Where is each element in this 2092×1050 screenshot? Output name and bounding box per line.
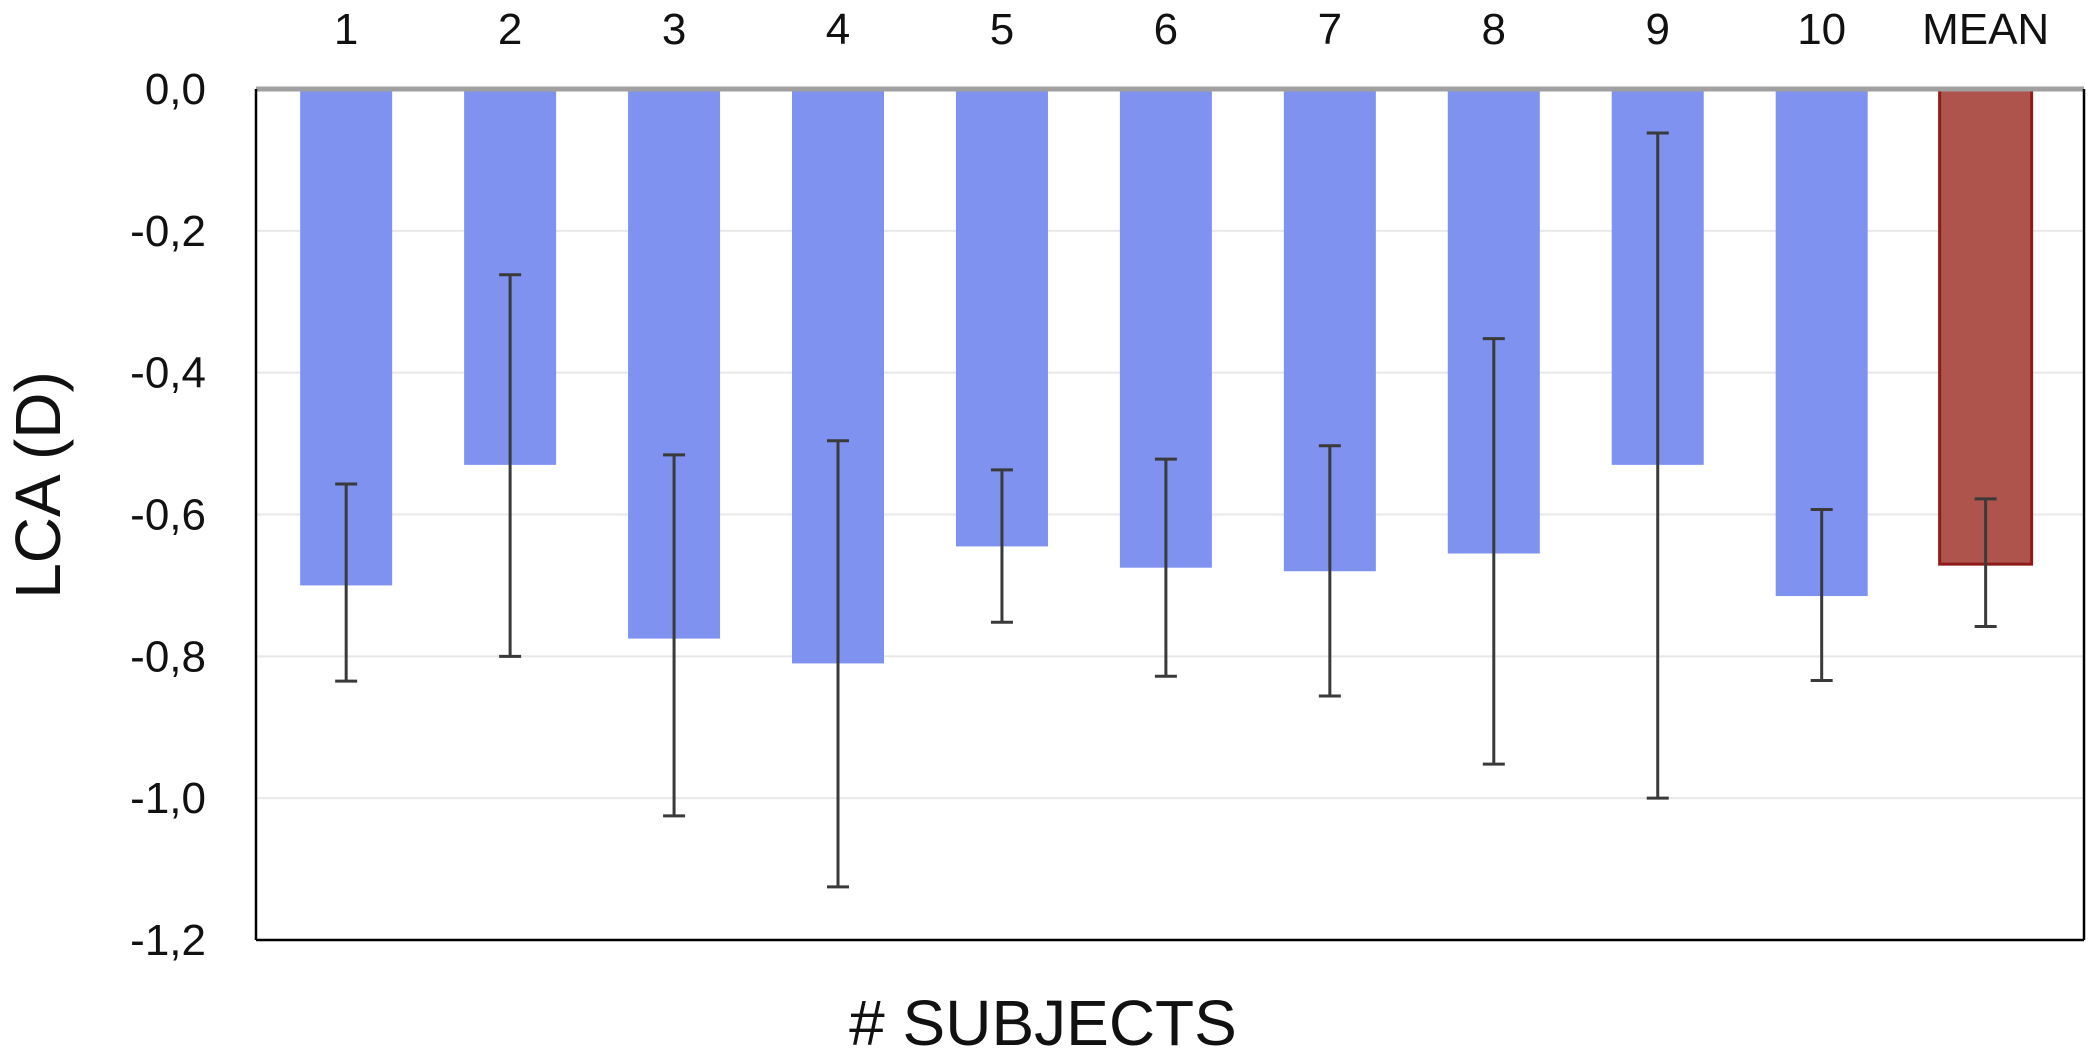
x-tick-label: 3 xyxy=(662,5,686,54)
x-tick-label: 6 xyxy=(1154,5,1178,54)
x-tick-label: MEAN xyxy=(1922,5,2049,54)
error-bar-9 xyxy=(1646,131,1669,800)
y-tick-label: -0,8 xyxy=(130,632,206,681)
y-tick-label: -0,4 xyxy=(130,349,206,398)
error-bar-7 xyxy=(1318,444,1341,698)
y-tick-label: -1,0 xyxy=(130,774,206,823)
x-tick-label: 1 xyxy=(334,5,358,54)
x-tick-label: 8 xyxy=(1482,5,1506,54)
plot-frame xyxy=(254,86,2086,942)
y-tick-label: 0,0 xyxy=(145,65,206,114)
bars xyxy=(300,87,2034,664)
y-tick-label: -0,2 xyxy=(130,207,206,256)
error-bar-8 xyxy=(1482,337,1505,766)
x-tick-label: 10 xyxy=(1797,5,1846,54)
x-tick-labels: 1 2 3 4 5 6 7 8 9 10 MEAN xyxy=(334,5,2049,54)
error-bar-1 xyxy=(335,482,358,683)
bar-mean xyxy=(1938,87,2034,566)
error-bar-MEAN xyxy=(1974,497,1997,629)
x-tick-label: 7 xyxy=(1318,5,1342,54)
y-tick-label: -0,6 xyxy=(130,491,206,540)
error-bars xyxy=(335,131,1997,889)
x-tick-label: 2 xyxy=(498,5,522,54)
y-axis-title: LCA (D) xyxy=(2,371,74,599)
error-bar-3 xyxy=(663,453,686,818)
error-bar-6 xyxy=(1154,457,1177,678)
error-bar-4 xyxy=(827,439,850,889)
error-bar-2 xyxy=(499,273,522,658)
x-tick-label: 5 xyxy=(990,5,1014,54)
y-tick-label: -1,2 xyxy=(130,916,206,965)
error-bar-10 xyxy=(1810,508,1833,682)
x-tick-label: 4 xyxy=(826,5,850,54)
y-tick-labels: 0,0 -0,2 -0,4 -0,6 -0,8 -1,0 -1,2 xyxy=(130,65,206,965)
x-tick-label: 9 xyxy=(1645,5,1669,54)
error-bar-5 xyxy=(990,468,1013,624)
x-axis-title: # SUBJECTS xyxy=(849,987,1237,1050)
